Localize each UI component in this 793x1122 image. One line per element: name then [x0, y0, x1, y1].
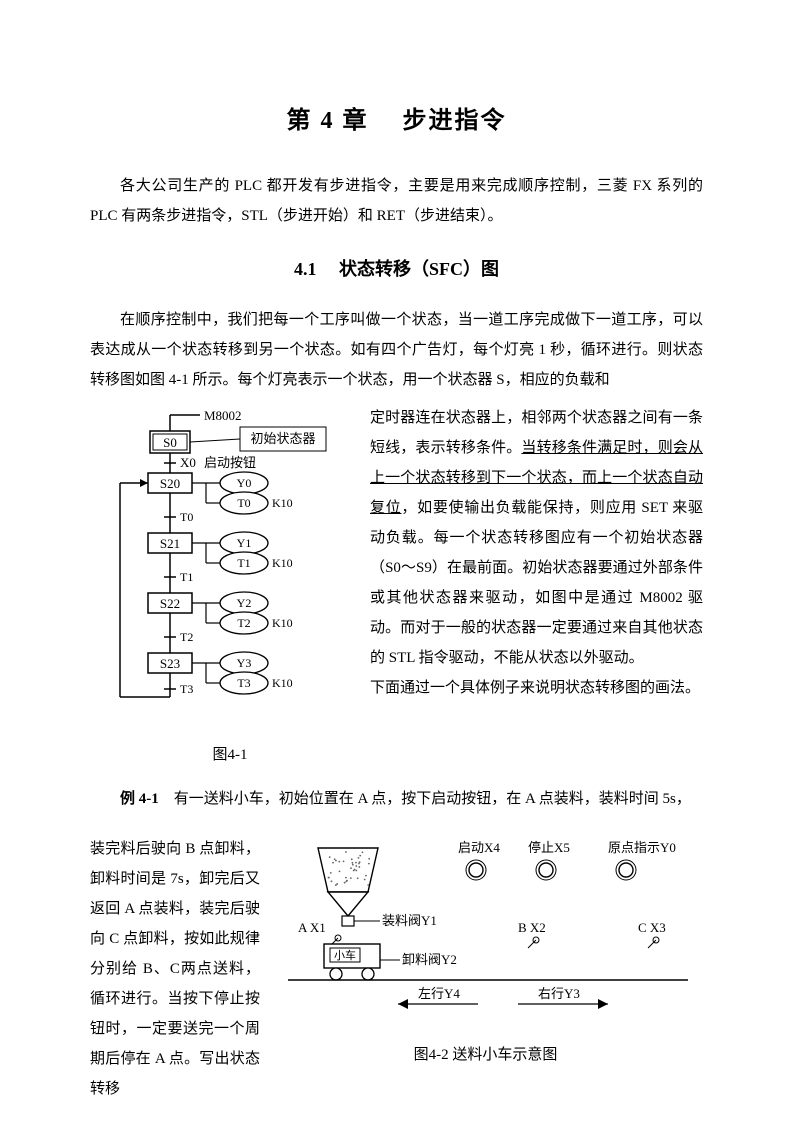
svg-text:A X1: A X1 [298, 920, 326, 935]
svg-text:T1: T1 [237, 556, 250, 570]
svg-text:装料阀Y1: 装料阀Y1 [382, 913, 437, 928]
svg-text:K10: K10 [272, 616, 293, 630]
svg-text:Y2: Y2 [237, 596, 252, 610]
svg-text:M8002: M8002 [204, 408, 242, 423]
svg-text:K10: K10 [272, 676, 293, 690]
svg-text:S20: S20 [160, 476, 180, 491]
svg-text:T0: T0 [180, 510, 193, 524]
example-4-1-row: 装完料后驶向 B 点卸料，卸料时间是 7s，卸完后又返回 A 点装料，装完后驶向… [90, 834, 703, 1104]
sfc-text-2: ，如要使输出负载能保持，则应用 SET 来驱动负载。每一个状态转移图应有一个初始… [370, 500, 703, 666]
example-4-1-lead: 例 4-1 有一送料小车，初始位置在 A 点，按下启动按钮，在 A 点装料，装料… [90, 784, 703, 814]
svg-text:T3: T3 [180, 682, 193, 696]
example-4-1-left-text: 装完料后驶向 B 点卸料，卸料时间是 7s，卸完后又返回 A 点装料，装完后驶向… [90, 834, 260, 1104]
sfc-text-3: 下面通过一个具体例子来说明状态转移图的画法。 [370, 680, 700, 696]
sfc-figure-and-text: M8002S0初始状态器X0启动按钮S20Y0T0K10T0S21Y1T1K10… [90, 403, 703, 764]
svg-text:B X2: B X2 [518, 920, 546, 935]
svg-text:T2: T2 [237, 616, 250, 630]
sfc-diagram-svg: M8002S0初始状态器X0启动按钮S20Y0T0K10T0S21Y1T1K10… [90, 407, 360, 732]
figure-4-2: 启动X4 停止X5 原点指示Y0 装料阀Y1 A X1 小车 卸料阀Y2 B X2 C X3 左行… [260, 834, 703, 1064]
figure-4-1: M8002S0初始状态器X0启动按钮S20Y0T0K10T0S21Y1T1K10… [90, 403, 370, 764]
svg-text:Y0: Y0 [237, 476, 252, 490]
svg-text:小车: 小车 [334, 948, 356, 962]
cart-diagram-svg: 启动X4 停止X5 原点指示Y0 装料阀Y1 A X1 小车 卸料阀Y2 B X2 C X3 左行… [268, 834, 698, 1034]
svg-text:S21: S21 [160, 536, 180, 551]
svg-text:原点指示Y0: 原点指示Y0 [608, 840, 676, 855]
sfc-right-text: 定时器连在状态器上，相邻两个状态器之间有一条短线，表示转移条件。当转移条件满足时… [370, 403, 703, 703]
intro-paragraph: 各大公司生产的 PLC 都开发有步进指令，主要是用来完成顺序控制，三菱 FX 系… [90, 171, 703, 231]
svg-text:S22: S22 [160, 596, 180, 611]
section-4-1-title: 4.1 状态转移（SFC）图 [90, 255, 703, 281]
figure-4-1-caption: 图4-1 [90, 743, 370, 764]
svg-text:S0: S0 [163, 435, 177, 450]
svg-text:启动X4: 启动X4 [458, 840, 500, 855]
svg-text:K10: K10 [272, 556, 293, 570]
chapter-title: 第 4 章 步进指令 [90, 100, 703, 135]
svg-text:K10: K10 [272, 496, 293, 510]
svg-text:停止X5: 停止X5 [528, 840, 570, 855]
svg-text:Y1: Y1 [237, 536, 252, 550]
svg-text:左行Y4: 左行Y4 [418, 986, 460, 1001]
sfc-lead-paragraph: 在顺序控制中，我们把每一个工序叫做一个状态，当一道工序完成做下一道工序，可以表达… [90, 305, 703, 395]
svg-text:T0: T0 [237, 496, 250, 510]
svg-text:右行Y3: 右行Y3 [538, 986, 580, 1001]
example-4-1-lead-text: 有一送料小车，初始位置在 A 点，按下启动按钮，在 A 点装料，装料时间 5s， [174, 791, 691, 807]
example-4-1-label: 例 4-1 [120, 791, 159, 807]
svg-text:T3: T3 [237, 676, 250, 690]
svg-text:T2: T2 [180, 630, 193, 644]
page: 第 4 章 步进指令 各大公司生产的 PLC 都开发有步进指令，主要是用来完成顺… [0, 0, 793, 1122]
svg-text:启动按钮: 启动按钮 [204, 455, 256, 470]
svg-text:S23: S23 [160, 656, 180, 671]
figure-4-2-caption: 图4-2 送料小车示意图 [268, 1043, 703, 1064]
svg-text:C X3: C X3 [638, 920, 666, 935]
svg-text:卸料阀Y2: 卸料阀Y2 [402, 952, 457, 967]
svg-text:初始状态器: 初始状态器 [250, 431, 315, 446]
svg-text:X0: X0 [180, 455, 196, 470]
svg-text:Y3: Y3 [237, 656, 252, 670]
svg-text:T1: T1 [180, 570, 193, 584]
